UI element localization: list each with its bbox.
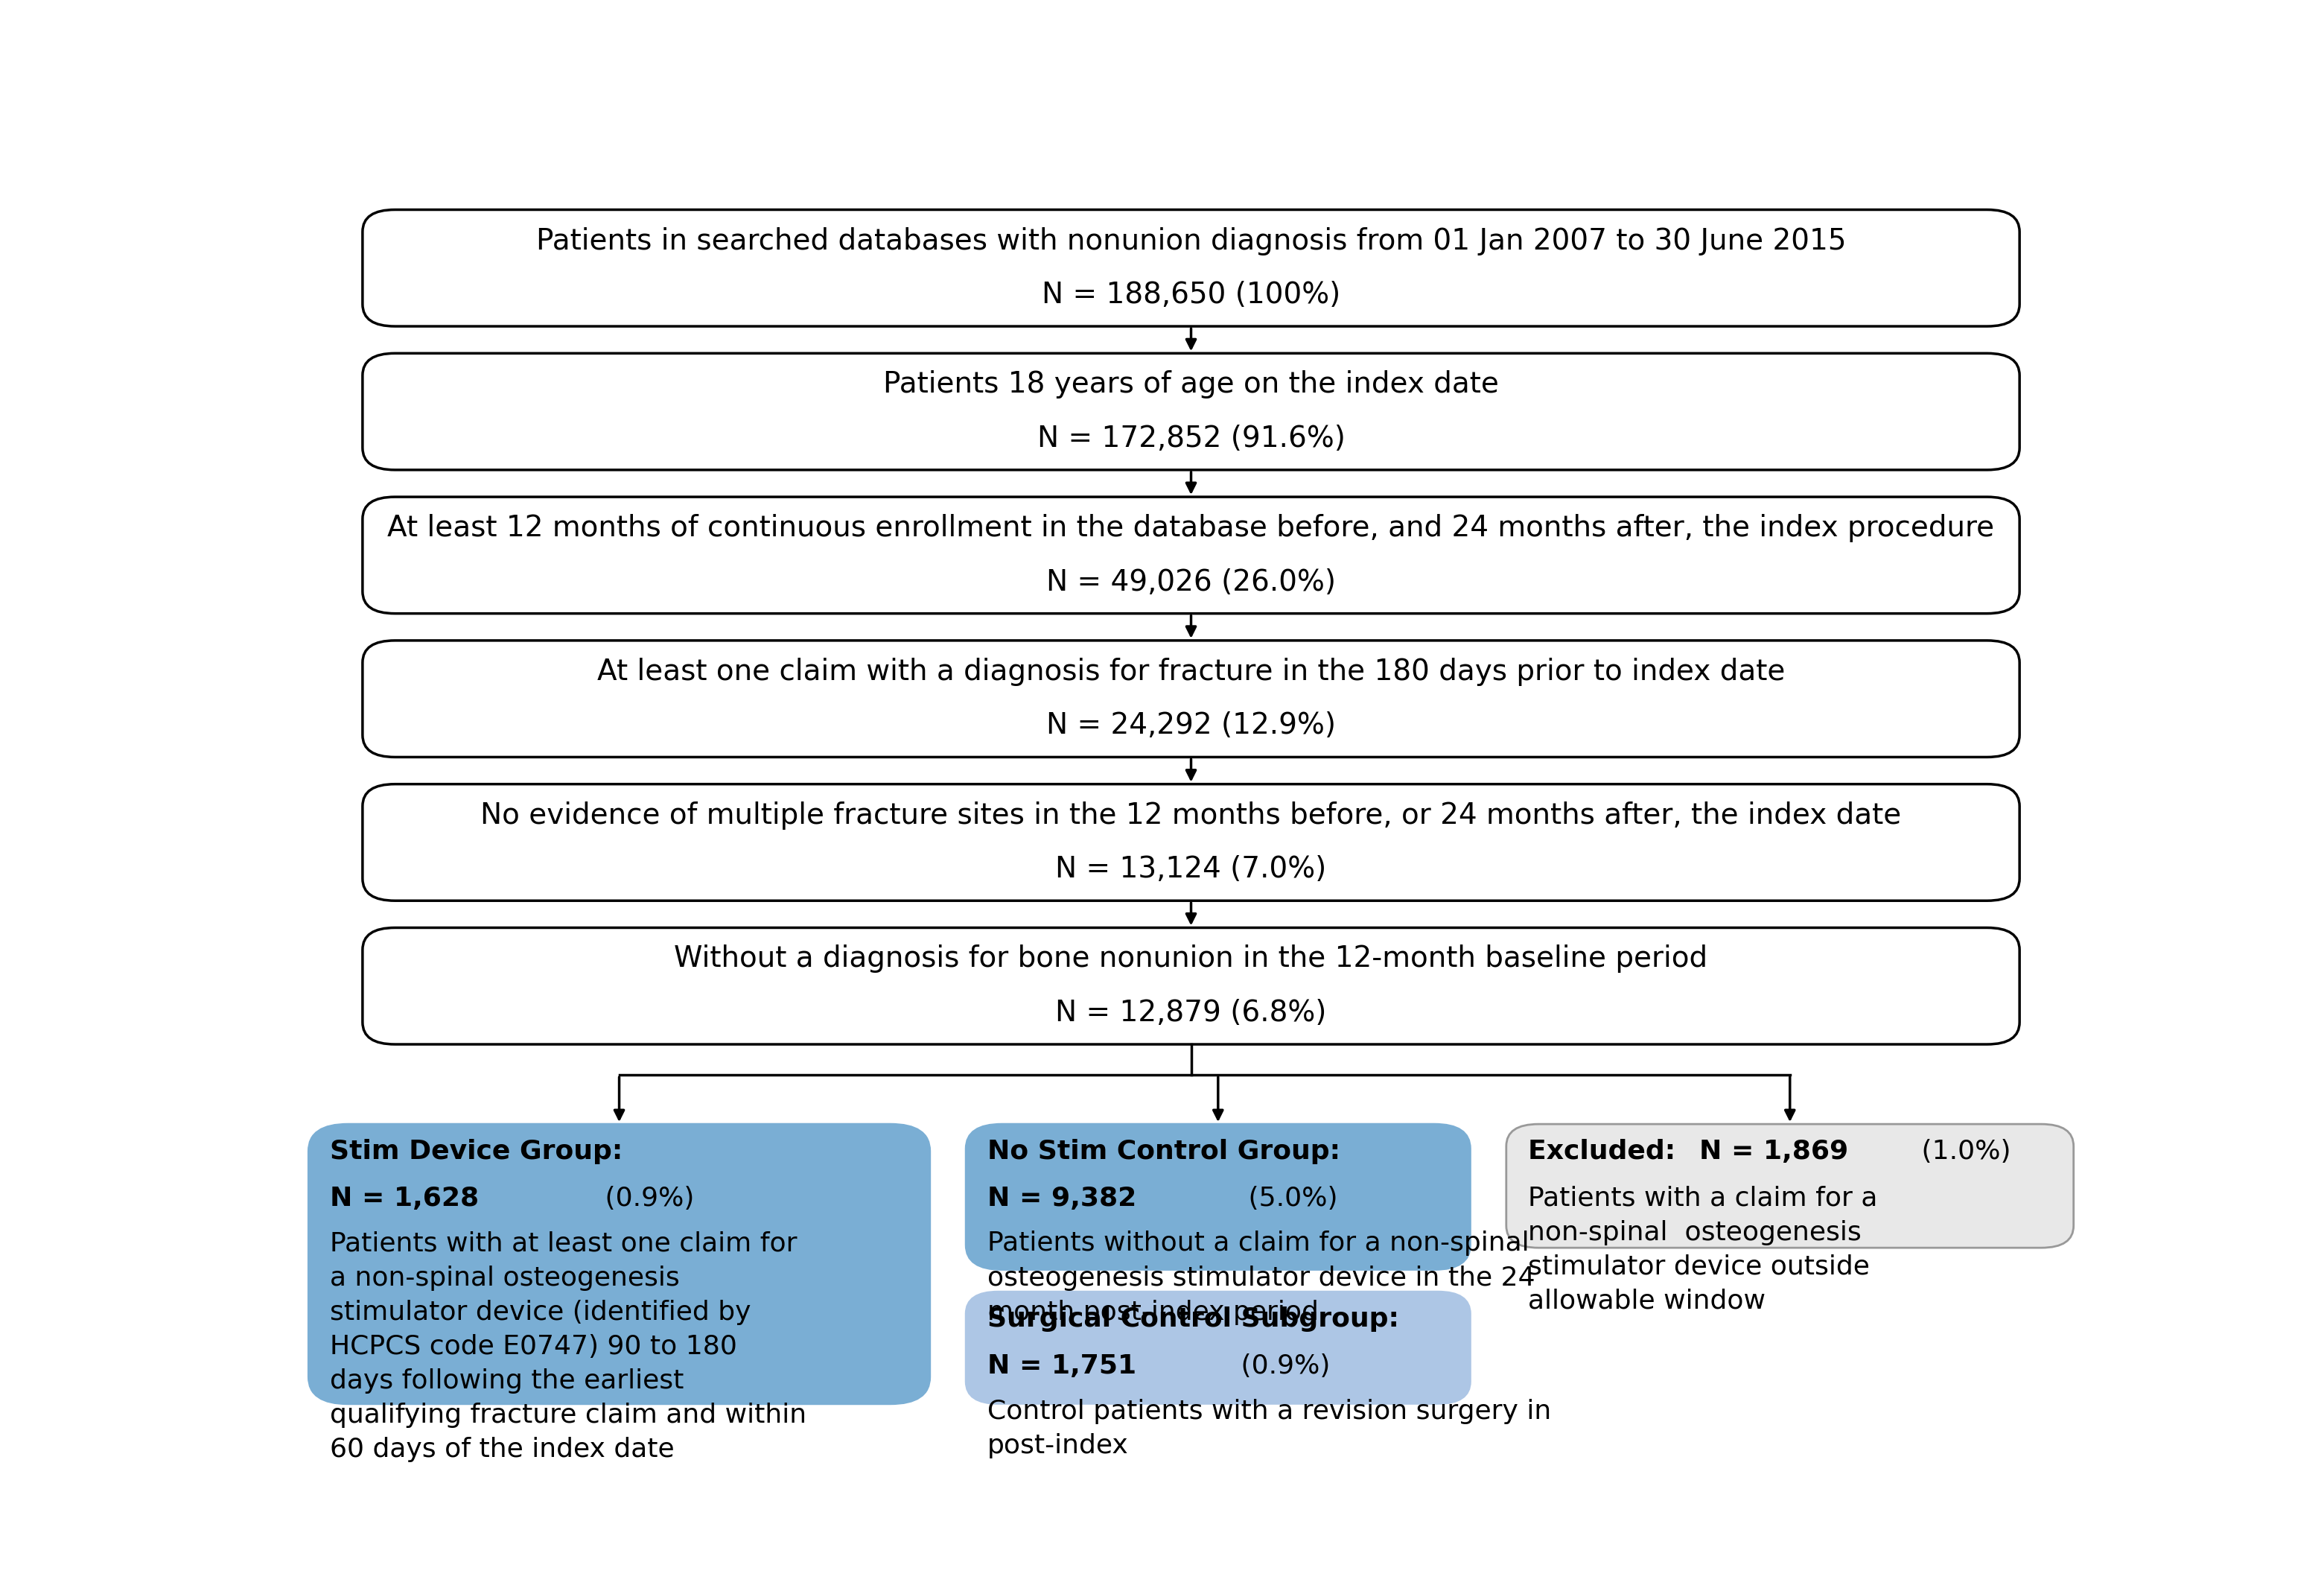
Text: N = 24,292 (12.9%): N = 24,292 (12.9%): [1046, 711, 1336, 740]
FancyBboxPatch shape: [967, 1124, 1471, 1269]
Text: N = 1,751: N = 1,751: [988, 1353, 1136, 1379]
Text: (1.0%): (1.0%): [1913, 1138, 2010, 1164]
Text: Surgical Control Subgroup:: Surgical Control Subgroup:: [988, 1307, 1399, 1331]
Text: N = 12,879 (6.8%): N = 12,879 (6.8%): [1055, 999, 1327, 1027]
Text: Stim Device Group:: Stim Device Group:: [330, 1138, 623, 1164]
Text: N = 49,026 (26.0%): N = 49,026 (26.0%): [1046, 567, 1336, 596]
Text: Patients with at least one claim for
a non-spinal osteogenesis
stimulator device: Patients with at least one claim for a n…: [330, 1231, 806, 1462]
FancyBboxPatch shape: [363, 497, 2020, 614]
FancyBboxPatch shape: [1506, 1124, 2073, 1248]
Text: N = 13,124 (7.0%): N = 13,124 (7.0%): [1055, 856, 1327, 883]
Text: N = 9,382: N = 9,382: [988, 1186, 1136, 1211]
Text: Patients 18 years of age on the index date: Patients 18 years of age on the index da…: [883, 370, 1499, 398]
FancyBboxPatch shape: [363, 928, 2020, 1044]
Text: At least 12 months of continuous enrollment in the database before, and 24 month: At least 12 months of continuous enrollm…: [388, 513, 1994, 542]
Text: (0.9%): (0.9%): [1232, 1353, 1329, 1379]
Text: Control patients with a revision surgery in
post-index: Control patients with a revision surgery…: [988, 1398, 1552, 1459]
Text: No Stim Control Group:: No Stim Control Group:: [988, 1138, 1341, 1164]
Text: Patients without a claim for a non-spinal
osteogenesis stimulator device in the : Patients without a claim for a non-spina…: [988, 1231, 1536, 1325]
Text: N = 172,852 (91.6%): N = 172,852 (91.6%): [1037, 424, 1346, 453]
Text: Patients with a claim for a
non-spinal  osteogenesis
stimulator device outside
a: Patients with a claim for a non-spinal o…: [1527, 1186, 1878, 1313]
FancyBboxPatch shape: [309, 1124, 930, 1404]
Text: Excluded:: Excluded:: [1527, 1138, 1685, 1164]
Text: At least one claim with a diagnosis for fracture in the 180 days prior to index : At least one claim with a diagnosis for …: [597, 658, 1785, 685]
FancyBboxPatch shape: [363, 641, 2020, 757]
FancyBboxPatch shape: [363, 354, 2020, 470]
Text: No evidence of multiple fracture sites in the 12 months before, or 24 months aft: No evidence of multiple fracture sites i…: [481, 802, 1901, 829]
Text: N = 188,650 (100%): N = 188,650 (100%): [1041, 281, 1341, 309]
Text: Without a diagnosis for bone nonunion in the 12-month baseline period: Without a diagnosis for bone nonunion in…: [674, 945, 1708, 974]
FancyBboxPatch shape: [363, 210, 2020, 327]
Text: (5.0%): (5.0%): [1239, 1186, 1339, 1211]
Text: N = 1,628: N = 1,628: [330, 1186, 479, 1211]
FancyBboxPatch shape: [967, 1291, 1471, 1404]
Text: N = 1,869: N = 1,869: [1699, 1138, 1848, 1164]
FancyBboxPatch shape: [363, 784, 2020, 901]
Text: (0.9%): (0.9%): [597, 1186, 695, 1211]
Text: Patients in searched databases with nonunion diagnosis from 01 Jan 2007 to 30 Ju: Patients in searched databases with nonu…: [537, 226, 1845, 255]
